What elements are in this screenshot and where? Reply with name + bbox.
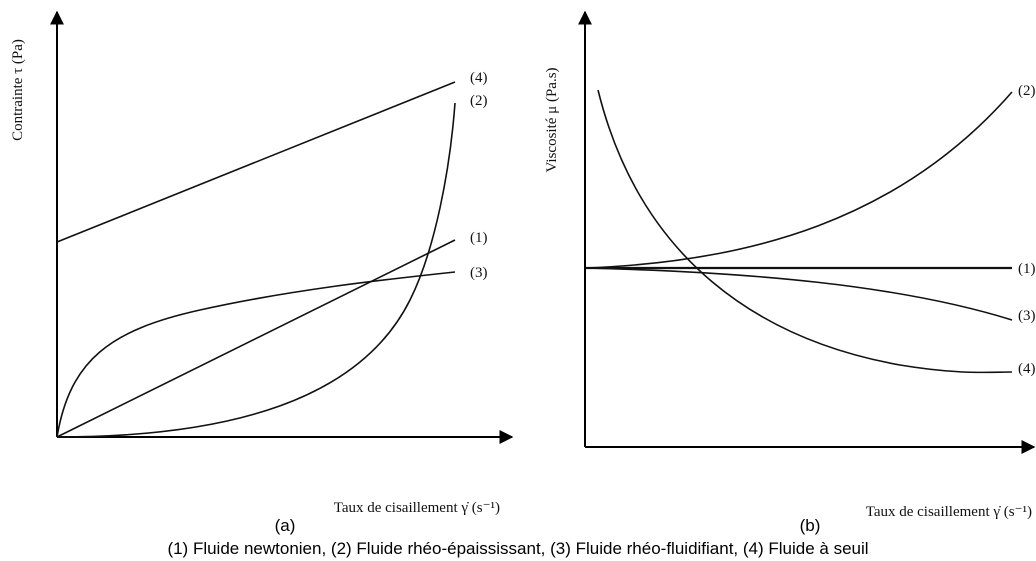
x-axis-label: Taux de cisaillement γ̇ (s⁻¹) — [334, 500, 500, 516]
curve-1 — [56, 239, 456, 438]
curve-3 — [56, 271, 456, 438]
y-axis-label: Viscosité μ (Pa.s) — [544, 67, 560, 172]
curve-3 — [584, 267, 1013, 321]
curve-label: (4) — [470, 70, 488, 86]
curve-label: (4) — [1018, 361, 1036, 377]
curve-label: (2) — [1018, 83, 1036, 99]
curve-label: (2) — [470, 93, 488, 109]
curve-label: (1) — [1018, 261, 1036, 277]
curve-label: (1) — [470, 230, 488, 246]
legend-caption: (1) Fluide newtonien, (2) Fluide rhéo-ép… — [167, 539, 868, 558]
curve-2 — [584, 91, 1013, 269]
curve-4 — [56, 81, 456, 243]
panel-a: (4) (2) (1) (3) Contrainte τ (Pa) Taux d… — [10, 10, 514, 535]
y-axis-label: Contrainte τ (Pa) — [10, 39, 26, 141]
panel-caption: (b) — [800, 516, 821, 535]
panel-caption: (a) — [275, 516, 296, 535]
curve-label: (3) — [1018, 308, 1036, 324]
x-axis-label: Taux de cisaillement γ̇ (s⁻¹) — [866, 504, 1032, 520]
curve-label: (3) — [470, 265, 488, 281]
curve-4 — [597, 89, 1013, 374]
curve-2 — [56, 102, 456, 438]
panel-b: (2) (1) (3) (4) Viscosité μ (Pa.s) Taux … — [544, 10, 1036, 535]
